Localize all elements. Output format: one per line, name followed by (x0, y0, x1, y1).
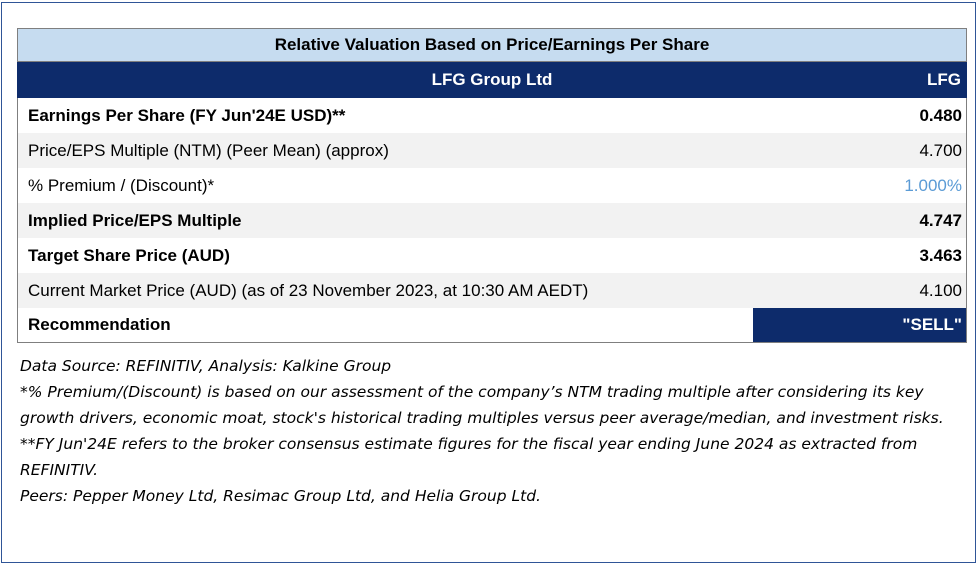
row-recommendation: Recommendation "SELL" (17, 308, 967, 343)
row-label: Implied Price/EPS Multiple (28, 210, 242, 230)
row-label: Target Share Price (AUD) (28, 245, 230, 265)
valuation-table: Relative Valuation Based on Price/Earnin… (17, 28, 967, 343)
table-header: LFG Group Ltd LFG (17, 62, 967, 98)
row-value: 3.463 (919, 245, 962, 265)
row-value: 4.100 (919, 280, 962, 300)
row-label: Earnings Per Share (FY Jun'24E USD)** (28, 105, 346, 125)
row-value: 1.000% (904, 175, 962, 195)
recommendation-badge: "SELL" (753, 308, 966, 342)
company-name: LFG Group Ltd (431, 70, 553, 89)
row-current-price: Current Market Price (AUD) (as of 23 Nov… (17, 273, 967, 308)
footnotes: Data Source: REFINITIV, Analysis: Kalkin… (20, 353, 965, 509)
row-implied-multiple: Implied Price/EPS Multiple 4.747 (17, 203, 967, 238)
row-target-price: Target Share Price (AUD) 3.463 (17, 238, 967, 273)
row-label: % Premium / (Discount)* (28, 175, 215, 195)
ticker-symbol: LFG (927, 70, 961, 89)
row-eps: Earnings Per Share (FY Jun'24E USD)** 0.… (17, 98, 967, 133)
row-label: Price/EPS Multiple (NTM) (Peer Mean) (ap… (28, 140, 389, 160)
table-title: Relative Valuation Based on Price/Earnin… (17, 28, 967, 62)
row-peer-multiple: Price/EPS Multiple (NTM) (Peer Mean) (ap… (17, 133, 967, 168)
note-peers: Peers: Pepper Money Ltd, Resimac Group L… (20, 487, 541, 505)
note-premium-discount: *% Premium/(Discount) is based on our as… (20, 383, 944, 427)
recommendation-label: Recommendation (18, 308, 753, 342)
note-fy-estimate: **FY Jun'24E refers to the broker consen… (20, 435, 918, 479)
row-value: 0.480 (919, 105, 962, 125)
row-label: Current Market Price (AUD) (as of 23 Nov… (28, 280, 589, 300)
note-data-source: Data Source: REFINITIV, Analysis: Kalkin… (20, 357, 392, 375)
row-value: 4.700 (919, 140, 962, 160)
row-value: 4.747 (919, 210, 962, 230)
row-premium-discount: % Premium / (Discount)* 1.000% (17, 168, 967, 203)
